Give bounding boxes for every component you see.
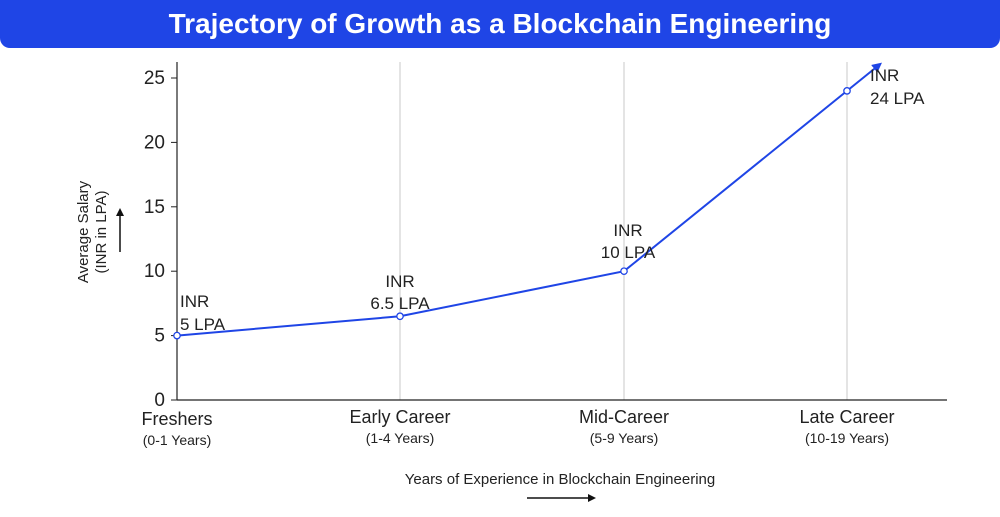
y-tick-label: 15: [144, 197, 165, 218]
gridlines: [399, 62, 848, 400]
trend-arrow: [846, 62, 882, 92]
x-category-label: Mid-Career: [579, 407, 669, 427]
data-label-value: 5 LPA: [180, 315, 226, 334]
chart-title: Trajectory of Growth as a Blockchain Eng…: [168, 8, 832, 39]
x-category-sublabel: (0-1 Years): [143, 432, 211, 448]
x-category-label: Early Career: [349, 407, 450, 427]
x-category-sublabel: (1-4 Years): [366, 430, 434, 446]
data-label-value: 24 LPA: [870, 89, 925, 108]
y-tick-label: 5: [154, 326, 165, 347]
series-line: [176, 90, 848, 337]
x-category-sublabel: (10-19 Years): [805, 430, 889, 446]
data-point: [620, 267, 628, 276]
data-point: [843, 87, 851, 95]
data-label-currency: INR: [180, 292, 209, 311]
y-tick-label: 10: [144, 261, 165, 282]
y-axis-title-line-1: Average Salary: [75, 180, 92, 283]
data-point: [396, 312, 404, 321]
y-tick-label: 0: [154, 390, 165, 411]
data-point: [173, 331, 181, 340]
x-categories: Freshers (0-1 Years) Early Career (1-4 Year…: [141, 407, 894, 448]
y-tick-label: 20: [144, 132, 165, 153]
data-label-value: 6.5 LPA: [370, 294, 430, 313]
data-label-value: 10 LPA: [601, 243, 656, 262]
data-points: [173, 87, 851, 340]
x-category-label: Freshers: [141, 409, 212, 429]
data-label-currency: INR: [870, 66, 899, 85]
x-category-sublabel: (5-9 Years): [590, 430, 658, 446]
data-label-currency: INR: [613, 221, 642, 240]
title-banner: Trajectory of Growth as a Blockchain Eng…: [0, 0, 1000, 48]
x-category-label: Late Career: [799, 407, 894, 427]
y-axis-title-line-2: (INR in LPA): [93, 190, 110, 273]
data-label-currency: INR: [385, 272, 414, 291]
x-axis-title: Years of Experience in Blockchain Engine…: [405, 471, 715, 488]
data-labels: INR 5 LPA INR 6.5 LPA INR 10 LPA INR 24 LPA: [180, 66, 925, 334]
y-ticks: 0 5 10 15 20 25: [144, 68, 177, 411]
y-tick-label: 25: [144, 68, 165, 89]
